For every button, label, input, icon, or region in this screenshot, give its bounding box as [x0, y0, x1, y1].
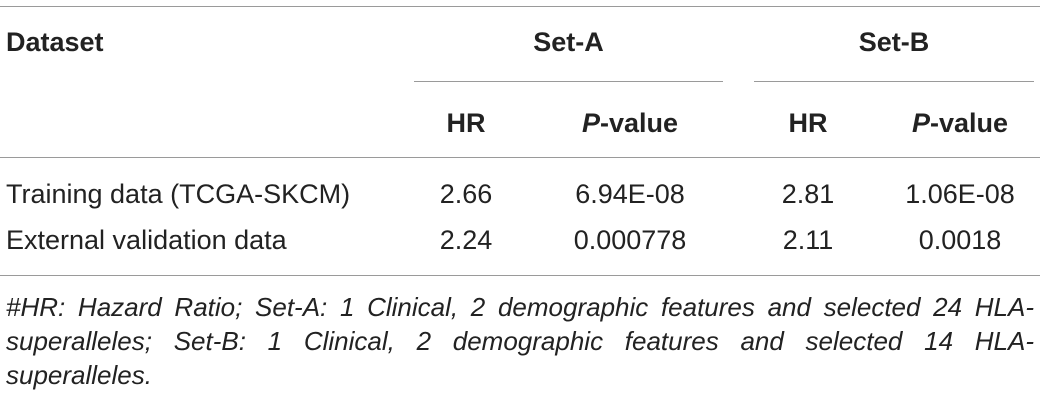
set-a-underline — [414, 81, 723, 82]
table-footnote: #HR: Hazard Ratio; Set-A: 1 Clinical, 2 … — [6, 292, 1034, 390]
header-set-a: Set-A — [533, 27, 604, 57]
row-1-set-a-pvalue: 6.94E-08 — [575, 179, 685, 209]
row-1-set-a-hr: 2.66 — [439, 179, 493, 209]
header-set-b-pvalue: P-value — [880, 107, 1040, 139]
p-italic: P — [581, 108, 600, 138]
set-b-underline — [754, 81, 1034, 82]
header-set-a-pvalue: P-value — [540, 107, 720, 139]
top-rule — [0, 6, 1040, 7]
row-1-dataset: Training data (TCGA-SKCM) — [6, 179, 351, 209]
row-2-set-b-pvalue: 0.0018 — [918, 225, 1002, 255]
header-bottom-rule — [0, 157, 1040, 158]
row-2-dataset: External validation data — [6, 225, 287, 255]
header-set-a-hr: HR — [446, 108, 486, 138]
row-1-set-b-hr: 2.81 — [781, 179, 835, 209]
row-2-set-a-hr: 2.24 — [439, 225, 493, 255]
p-italic: P — [911, 108, 930, 138]
pvalue-suffix: -value — [599, 108, 679, 138]
header-set-b-hr: HR — [788, 108, 828, 138]
row-2-set-b-hr: 2.11 — [782, 225, 834, 255]
pvalue-suffix: -value — [929, 108, 1009, 138]
row-2-set-a-pvalue: 0.000778 — [573, 225, 687, 255]
row-1-set-b-pvalue: 1.06E-08 — [905, 179, 1015, 209]
table-bottom-rule — [0, 275, 1040, 276]
header-set-b: Set-B — [858, 27, 930, 57]
header-dataset: Dataset — [6, 27, 104, 57]
